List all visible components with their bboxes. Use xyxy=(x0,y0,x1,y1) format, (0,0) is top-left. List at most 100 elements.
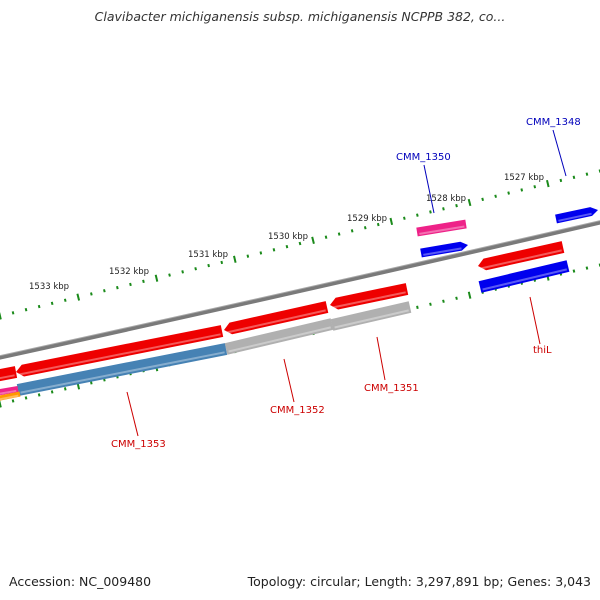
outer-ruler-tick xyxy=(24,307,28,312)
outer-ruler-tick xyxy=(154,274,159,282)
ruler-position-label: 1528 kbp xyxy=(426,194,466,204)
label-layer: 1527 kbp 1528 kbp 1529 kbp 1530 kbp 1531 kbp… xyxy=(29,117,581,450)
outer-ruler-tick xyxy=(272,248,276,252)
gene-label-cmm-1350[interactable]: CMM_1350 xyxy=(396,152,451,163)
gene-label-cmm-1351[interactable]: CMM_1351 xyxy=(364,383,419,394)
feature-cmm-1350-blue[interactable] xyxy=(420,241,468,258)
feature-left-red-highlight xyxy=(0,374,15,380)
feature-left-pink[interactable] xyxy=(0,386,19,396)
inner-ruler-tick xyxy=(24,396,28,400)
feature-cmm-1353-lower-body xyxy=(16,343,228,396)
feature-cmm-1353-highlight xyxy=(18,333,221,376)
feature-cmm-1348-highlight xyxy=(558,212,592,222)
gene-label-leader xyxy=(529,296,541,345)
outer-ruler-tick xyxy=(429,210,432,214)
ruler-position-label: 1532 kbp xyxy=(109,267,149,277)
outer-ruler-tick xyxy=(389,217,394,226)
outer-ruler-tick xyxy=(363,226,367,230)
inner-ruler-tick xyxy=(585,266,589,270)
feature-cmm-1350-pink[interactable] xyxy=(416,219,467,237)
outer-ruler-tick xyxy=(520,188,524,192)
outer-ruler-tick xyxy=(50,301,54,306)
outer-ruler-tick xyxy=(324,235,328,239)
ruler-position-label: 1529 kbp xyxy=(347,214,387,224)
feature-cmm-1350-blue-highlight xyxy=(423,247,462,256)
gene-label-leader xyxy=(552,129,567,177)
outer-ruler-tick xyxy=(116,285,119,290)
ruler-position-label: 1530 kbp xyxy=(268,232,308,242)
outer-ruler-tick xyxy=(572,175,576,180)
feature-cmm-1351-lower-highlight xyxy=(334,309,409,329)
feature-cmm-1351-highlight xyxy=(332,291,406,309)
outer-ruler-tick xyxy=(546,179,550,188)
feature-cmm-1350-pink-body xyxy=(416,219,467,237)
feature-cmm-1351-lower-body xyxy=(330,301,412,331)
feature-cmm-1352-highlight xyxy=(226,309,326,334)
ruler-position-label: 1531 kbp xyxy=(188,250,228,260)
outer-ruler-tick xyxy=(233,255,237,263)
ruler-position-label: 1527 kbp xyxy=(504,173,544,183)
feature-thil[interactable] xyxy=(478,241,565,271)
feature-left-pink-highlight xyxy=(0,389,17,395)
feature-cmm-1351[interactable] xyxy=(330,283,409,310)
inner-ruler-tick xyxy=(416,305,419,309)
outer-ruler-tick xyxy=(416,213,419,217)
feature-cmm-1351-lower[interactable] xyxy=(330,301,412,331)
feature-left-red[interactable] xyxy=(0,366,18,382)
outer-ruler-tick xyxy=(285,244,289,249)
inner-ruler-tick xyxy=(467,291,472,299)
gene-label-leader xyxy=(423,164,435,214)
map-title: Clavibacter michiganensis subsp. michiga… xyxy=(94,9,506,24)
outer-ruler-tick xyxy=(481,197,484,202)
outer-ruler-tick xyxy=(467,198,472,207)
outer-ruler-tick xyxy=(168,273,171,277)
outer-ruler-tick xyxy=(142,279,145,284)
outer-ruler-tick xyxy=(194,267,197,271)
outer-ruler-tick xyxy=(76,293,81,301)
feature-cmm-1352-lower[interactable] xyxy=(224,318,334,355)
outer-ruler-tick xyxy=(298,241,302,246)
outer-ruler-tick xyxy=(37,304,41,309)
gene-label-cmm-1348[interactable]: CMM_1348 xyxy=(526,117,581,128)
outer-ruler-tick xyxy=(103,289,106,293)
feature-cmm-1353-lower-highlight xyxy=(20,351,225,394)
gene-label-thil[interactable]: thiL xyxy=(533,345,552,356)
feature-cmm-1348-body xyxy=(555,207,598,224)
feature-cmm-1353-lower[interactable] xyxy=(16,343,228,396)
feature-layer xyxy=(0,207,598,401)
outer-ruler-tick xyxy=(559,178,563,183)
feature-cmm-1353[interactable] xyxy=(16,325,224,377)
feature-cmm-1352-body xyxy=(224,301,329,335)
outer-ruler-tick xyxy=(246,254,250,258)
outer-ruler-tick xyxy=(129,282,132,287)
feature-cmm-1352[interactable] xyxy=(224,301,329,335)
gene-label-leader xyxy=(283,358,295,403)
inner-ruler-tick xyxy=(37,393,41,397)
feature-thil-highlight xyxy=(480,249,562,270)
ruler-position-label: 1533 kbp xyxy=(29,282,69,292)
feature-thil-lower[interactable] xyxy=(478,260,570,293)
feature-left-orange-body xyxy=(0,391,21,401)
outer-ruler-tick xyxy=(259,251,263,255)
inner-ruler-tick xyxy=(455,296,458,300)
gene-label-leader xyxy=(376,336,386,381)
feature-left-orange[interactable] xyxy=(0,391,21,402)
inner-ruler-tick xyxy=(90,381,93,385)
feature-cmm-1350-blue-body xyxy=(420,241,468,258)
feature-left-red-body xyxy=(0,366,18,382)
feature-thil-lower-body xyxy=(478,260,570,293)
feature-cmm-1352-lower-highlight xyxy=(228,326,331,353)
gene-label-cmm-1352[interactable]: CMM_1352 xyxy=(270,405,325,416)
outer-ruler-tick xyxy=(11,311,15,315)
gene-label-cmm-1353[interactable]: CMM_1353 xyxy=(111,439,166,450)
feature-cmm-1348[interactable] xyxy=(555,207,598,224)
feature-cmm-1352-lower-body xyxy=(224,318,334,355)
feature-cmm-1350-pink-highlight xyxy=(419,225,465,235)
outer-ruler-tick xyxy=(533,185,537,189)
feature-cmm-1353-body xyxy=(16,325,224,377)
inner-ruler-tick xyxy=(429,302,432,306)
outer-ruler-tick xyxy=(181,270,184,274)
outer-ruler-tick xyxy=(90,292,93,296)
inner-ruler-tick xyxy=(0,400,2,408)
